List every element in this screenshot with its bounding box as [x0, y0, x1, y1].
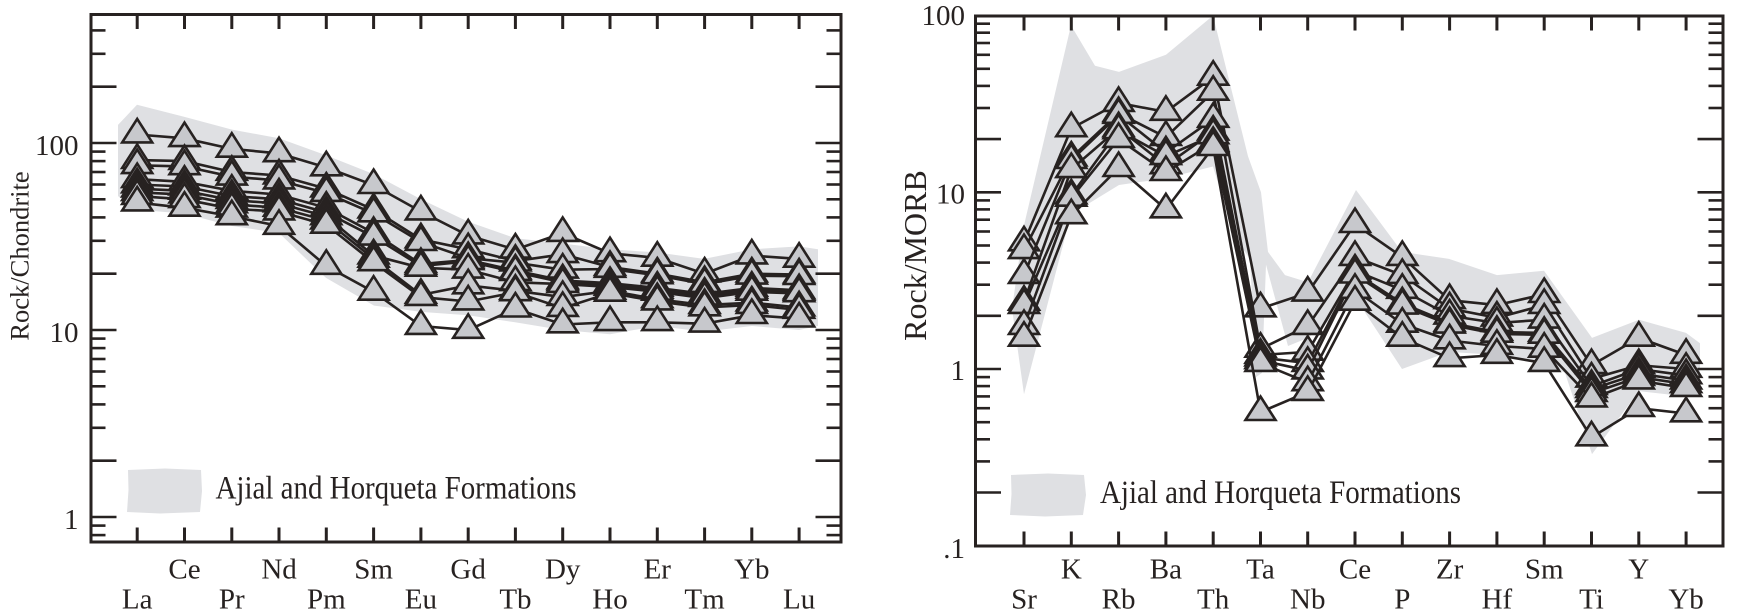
svg-text:Yb: Yb — [1668, 584, 1703, 616]
svg-text:La: La — [122, 584, 153, 616]
svg-text:10: 10 — [936, 178, 965, 210]
svg-text:1: 1 — [951, 355, 966, 387]
svg-text:Ajial and Horqueta Formations: Ajial and Horqueta Formations — [216, 471, 577, 507]
svg-text:10: 10 — [50, 317, 79, 349]
svg-text:Rock/Chondrite: Rock/Chondrite — [5, 171, 35, 340]
svg-text:Hf: Hf — [1482, 584, 1513, 616]
svg-text:Sr: Sr — [1011, 584, 1037, 616]
svg-text:Eu: Eu — [405, 584, 437, 616]
svg-text:Ti: Ti — [1579, 584, 1604, 616]
svg-text:Zr: Zr — [1436, 554, 1464, 586]
svg-text:Nd: Nd — [261, 554, 297, 586]
svg-text:P: P — [1394, 584, 1410, 616]
svg-text:Th: Th — [1197, 584, 1230, 616]
svg-text:Ce: Ce — [168, 554, 200, 586]
svg-text:Yb: Yb — [734, 554, 769, 586]
svg-text:1: 1 — [64, 504, 79, 536]
svg-text:Lu: Lu — [783, 584, 815, 616]
svg-text:Sm: Sm — [1525, 554, 1564, 586]
svg-text:Pm: Pm — [307, 584, 346, 616]
svg-text:Y: Y — [1628, 554, 1649, 586]
svg-text:Tm: Tm — [684, 584, 725, 616]
svg-text:Rock/MORB: Rock/MORB — [897, 170, 933, 341]
svg-text:Er: Er — [644, 554, 672, 586]
svg-text:Ta: Ta — [1246, 554, 1275, 586]
svg-text:100: 100 — [922, 0, 966, 32]
svg-text:K: K — [1061, 554, 1082, 586]
svg-text:Ho: Ho — [592, 584, 627, 616]
svg-text:Pr: Pr — [219, 584, 245, 616]
svg-text:Nb: Nb — [1290, 584, 1325, 616]
svg-text:Dy: Dy — [545, 554, 581, 586]
svg-text:Ba: Ba — [1150, 554, 1182, 586]
svg-text:100: 100 — [35, 130, 79, 162]
svg-text:Ajial and Horqueta Formations: Ajial and Horqueta Formations — [1100, 475, 1461, 511]
svg-text:Gd: Gd — [450, 554, 486, 586]
svg-text:Rb: Rb — [1102, 584, 1136, 616]
svg-text:Tb: Tb — [499, 584, 531, 616]
svg-text:.1: .1 — [943, 533, 965, 565]
svg-text:Ce: Ce — [1339, 554, 1371, 586]
svg-text:Sm: Sm — [354, 554, 393, 586]
